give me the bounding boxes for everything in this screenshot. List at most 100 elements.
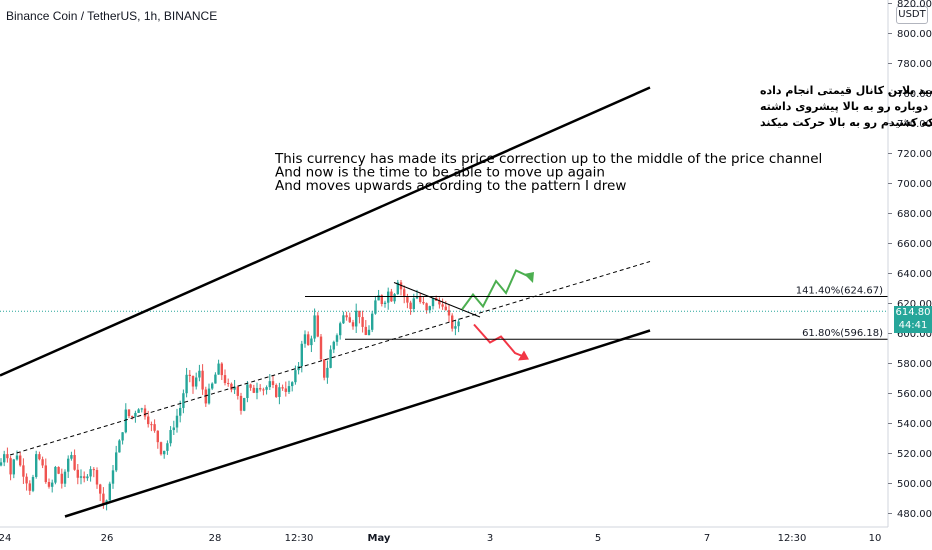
candle-up (303, 334, 307, 344)
candle-up (172, 427, 175, 431)
candle-down (156, 430, 159, 443)
candle-down (419, 296, 422, 302)
candle-down (191, 375, 195, 387)
candle-up (195, 377, 198, 387)
candle-down (19, 455, 22, 466)
price-tick-label: 500.00 (897, 479, 932, 490)
price-tick-label: 720.00 (897, 149, 932, 160)
candle-down (358, 310, 361, 318)
candle-up (169, 430, 172, 444)
candle-up (54, 466, 57, 483)
candle-down (364, 326, 367, 335)
candle-down (92, 469, 95, 471)
candle-down (425, 303, 428, 311)
candle-down (83, 476, 86, 479)
candle-up (265, 387, 268, 390)
candle-down (25, 476, 28, 484)
candle-up (115, 452, 118, 471)
price-tick-label: 540.00 (897, 419, 932, 430)
candle-up (415, 296, 419, 299)
candle-down (223, 375, 227, 384)
candle-up (335, 335, 339, 342)
candle-down (201, 370, 204, 390)
candle-down (41, 459, 44, 466)
candle-up (246, 384, 249, 399)
candle-down (6, 454, 9, 459)
candle-down (351, 322, 355, 327)
candle-down (345, 315, 348, 318)
candle-down (380, 295, 383, 304)
candle-down (143, 408, 147, 417)
candle-down (44, 465, 47, 483)
candle-up (207, 388, 211, 404)
persian-note-line: این ارز اصلاح قیمتی خود را تا مید پلاین … (760, 84, 932, 97)
candle-down (131, 416, 134, 418)
candle-up (163, 450, 166, 455)
upper-channel-line (0, 86, 651, 377)
candle-down (147, 416, 150, 425)
candle-up (179, 407, 182, 416)
drawings (0, 86, 888, 518)
currency-badge[interactable]: USDT (896, 6, 928, 24)
price-tick-label: 580.00 (897, 359, 932, 370)
price-tick-label: 640.00 (897, 269, 932, 280)
price-tick-label: 820.00 (897, 0, 932, 10)
bullish-arrow-head (524, 272, 534, 283)
candle-down (28, 483, 31, 491)
candle-up (217, 363, 220, 375)
candle-up (79, 476, 83, 478)
candle-down (9, 458, 12, 475)
candle-down (281, 387, 284, 389)
candle-up (313, 315, 316, 339)
candle-up (108, 483, 111, 501)
candle-up (121, 432, 124, 441)
candle-up (383, 302, 387, 304)
candle-up (134, 412, 137, 417)
time-tick-label: 26 (101, 533, 114, 544)
time-tick-label: May (368, 533, 391, 544)
candle-up (137, 409, 140, 413)
candle-down (60, 473, 63, 484)
candle-up (374, 300, 377, 314)
candle-down (441, 304, 444, 307)
candle-up (31, 476, 35, 491)
candle-down (127, 409, 131, 417)
candle-up (0, 462, 3, 466)
candle-up (214, 374, 217, 384)
candle-down (348, 317, 351, 323)
candle-up (454, 326, 457, 329)
candle-up (35, 454, 38, 477)
lower-channel-line (64, 329, 651, 518)
last-price-value: 614.80 (895, 307, 931, 318)
candle-up (329, 349, 332, 368)
candle-down (447, 310, 451, 316)
persian-note-line: باشد و طبق الگوی که کشیدم رو به بالا حرک… (760, 116, 932, 129)
candle-up (211, 383, 214, 389)
last-price-tag: 614.80 44:41 (894, 306, 932, 333)
candle-down (236, 386, 239, 396)
english-note-line: And moves upwards according to the patte… (275, 178, 626, 194)
candle-up (332, 341, 335, 350)
candle-down (38, 454, 41, 460)
time-tick-label: 5 (595, 533, 601, 544)
candle-down (319, 336, 323, 360)
symbol-title: Binance Coin / TetherUS, 1h, BINANCE (6, 9, 218, 23)
candle-up (294, 370, 297, 383)
english-note-line: This currency has made its price correct… (274, 151, 822, 167)
candle-down (262, 389, 265, 391)
candle-down (403, 289, 406, 297)
candle-up (396, 282, 399, 295)
candle-up (291, 382, 294, 387)
candle-up (326, 367, 329, 378)
candle-down (275, 384, 278, 397)
candle-up (198, 370, 201, 378)
candle-down (239, 395, 243, 411)
time-tick-label: 3 (487, 533, 493, 544)
candle-up (412, 298, 415, 309)
price-tick-label: 620.00 (897, 299, 932, 310)
candle-down (57, 466, 60, 474)
candle-down (323, 359, 326, 378)
candle-down (99, 484, 102, 494)
